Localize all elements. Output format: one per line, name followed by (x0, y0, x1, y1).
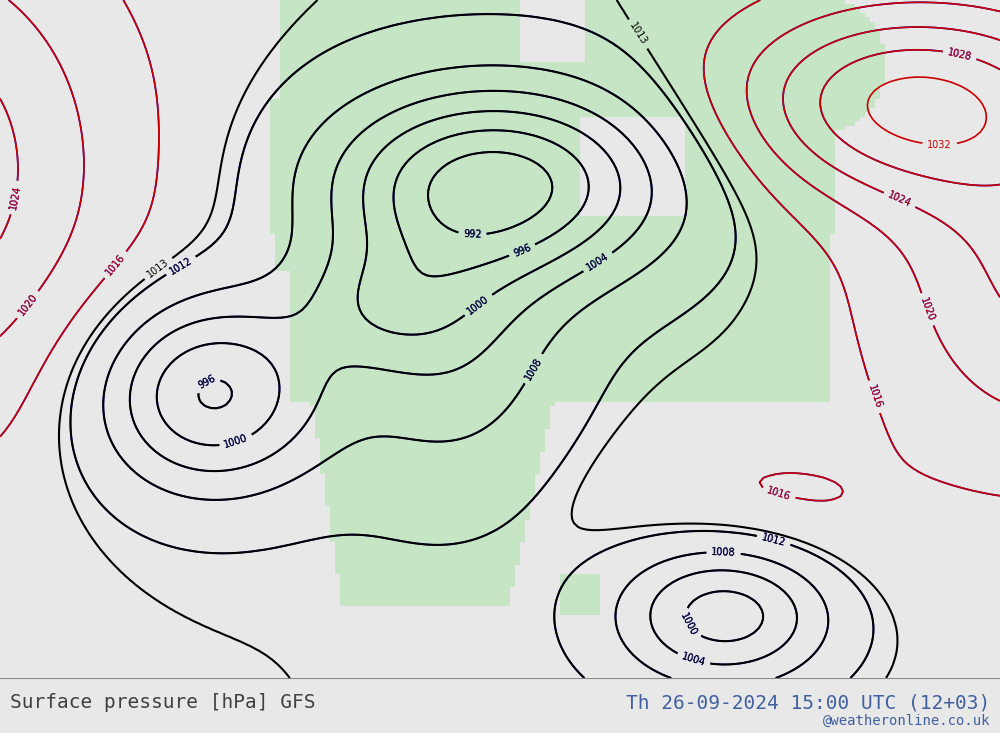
Text: 1012: 1012 (168, 255, 194, 276)
Text: 1012: 1012 (168, 255, 194, 276)
Text: 1008: 1008 (523, 356, 544, 382)
Text: 1000: 1000 (223, 433, 249, 450)
Text: 996: 996 (196, 373, 217, 391)
Text: 1016: 1016 (104, 252, 127, 278)
Text: 996: 996 (512, 242, 533, 259)
Text: @weatheronline.co.uk: @weatheronline.co.uk (822, 713, 990, 727)
Text: 1013: 1013 (146, 257, 171, 280)
Text: 1024: 1024 (8, 185, 22, 211)
Text: 1008: 1008 (711, 547, 736, 558)
Text: 1016: 1016 (104, 252, 127, 278)
Text: 1020: 1020 (918, 296, 936, 323)
Text: 1024: 1024 (886, 190, 913, 210)
Text: 1012: 1012 (761, 532, 787, 548)
Text: 1032: 1032 (927, 139, 952, 150)
Text: 1013: 1013 (627, 21, 649, 47)
Text: 996: 996 (512, 242, 533, 259)
Text: 1000: 1000 (678, 611, 699, 638)
Text: 1028: 1028 (947, 47, 973, 62)
Text: 1004: 1004 (680, 652, 707, 668)
Text: 1016: 1016 (766, 485, 792, 502)
Text: 1000: 1000 (465, 293, 491, 316)
Text: 1012: 1012 (761, 532, 787, 548)
Text: 1004: 1004 (680, 652, 707, 668)
Text: 1020: 1020 (16, 292, 39, 317)
Text: 992: 992 (463, 229, 482, 240)
Text: 1016: 1016 (866, 383, 883, 410)
Text: 1004: 1004 (585, 251, 611, 273)
Text: 1020: 1020 (16, 292, 39, 317)
Text: 1016: 1016 (766, 485, 792, 502)
Text: Th 26-09-2024 15:00 UTC (12+03): Th 26-09-2024 15:00 UTC (12+03) (626, 693, 990, 712)
Text: 1024: 1024 (8, 185, 22, 211)
Text: 1008: 1008 (711, 547, 736, 558)
Text: 996: 996 (196, 373, 217, 391)
Text: 1016: 1016 (866, 383, 883, 410)
Text: 1004: 1004 (585, 251, 611, 273)
Text: Surface pressure [hPa] GFS: Surface pressure [hPa] GFS (10, 693, 316, 712)
Text: 1000: 1000 (223, 433, 249, 450)
Text: 1020: 1020 (918, 296, 936, 323)
Text: 1000: 1000 (465, 293, 491, 316)
Text: 1008: 1008 (523, 356, 544, 382)
Text: 1028: 1028 (947, 47, 973, 62)
Text: 1000: 1000 (678, 611, 699, 638)
Text: 992: 992 (463, 229, 482, 240)
Text: 1024: 1024 (886, 190, 913, 210)
